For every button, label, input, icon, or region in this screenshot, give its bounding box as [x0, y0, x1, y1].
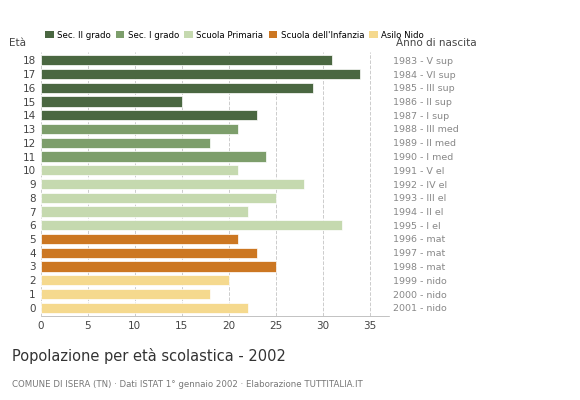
Text: Età: Età — [9, 38, 26, 48]
Bar — [41, 69, 360, 79]
Bar — [41, 220, 342, 230]
Bar — [41, 96, 182, 107]
Text: Anno di nascita: Anno di nascita — [396, 38, 476, 48]
Bar — [41, 124, 238, 134]
Bar — [41, 261, 276, 272]
Bar — [41, 206, 248, 217]
Bar — [41, 192, 276, 203]
Bar — [41, 179, 304, 189]
Bar — [41, 110, 257, 120]
Bar — [41, 151, 266, 162]
Bar — [41, 165, 238, 176]
Bar — [41, 138, 210, 148]
Bar — [41, 289, 210, 299]
Text: Popolazione per età scolastica - 2002: Popolazione per età scolastica - 2002 — [12, 348, 285, 364]
Bar — [41, 248, 257, 258]
Bar — [41, 275, 229, 286]
Bar — [41, 302, 248, 313]
Legend: Sec. II grado, Sec. I grado, Scuola Primaria, Scuola dell'Infanzia, Asilo Nido: Sec. II grado, Sec. I grado, Scuola Prim… — [45, 31, 424, 40]
Text: COMUNE DI ISERA (TN) · Dati ISTAT 1° gennaio 2002 · Elaborazione TUTTITALIA.IT: COMUNE DI ISERA (TN) · Dati ISTAT 1° gen… — [12, 380, 362, 389]
Bar — [41, 82, 313, 93]
Bar — [41, 55, 332, 66]
Bar — [41, 234, 238, 244]
